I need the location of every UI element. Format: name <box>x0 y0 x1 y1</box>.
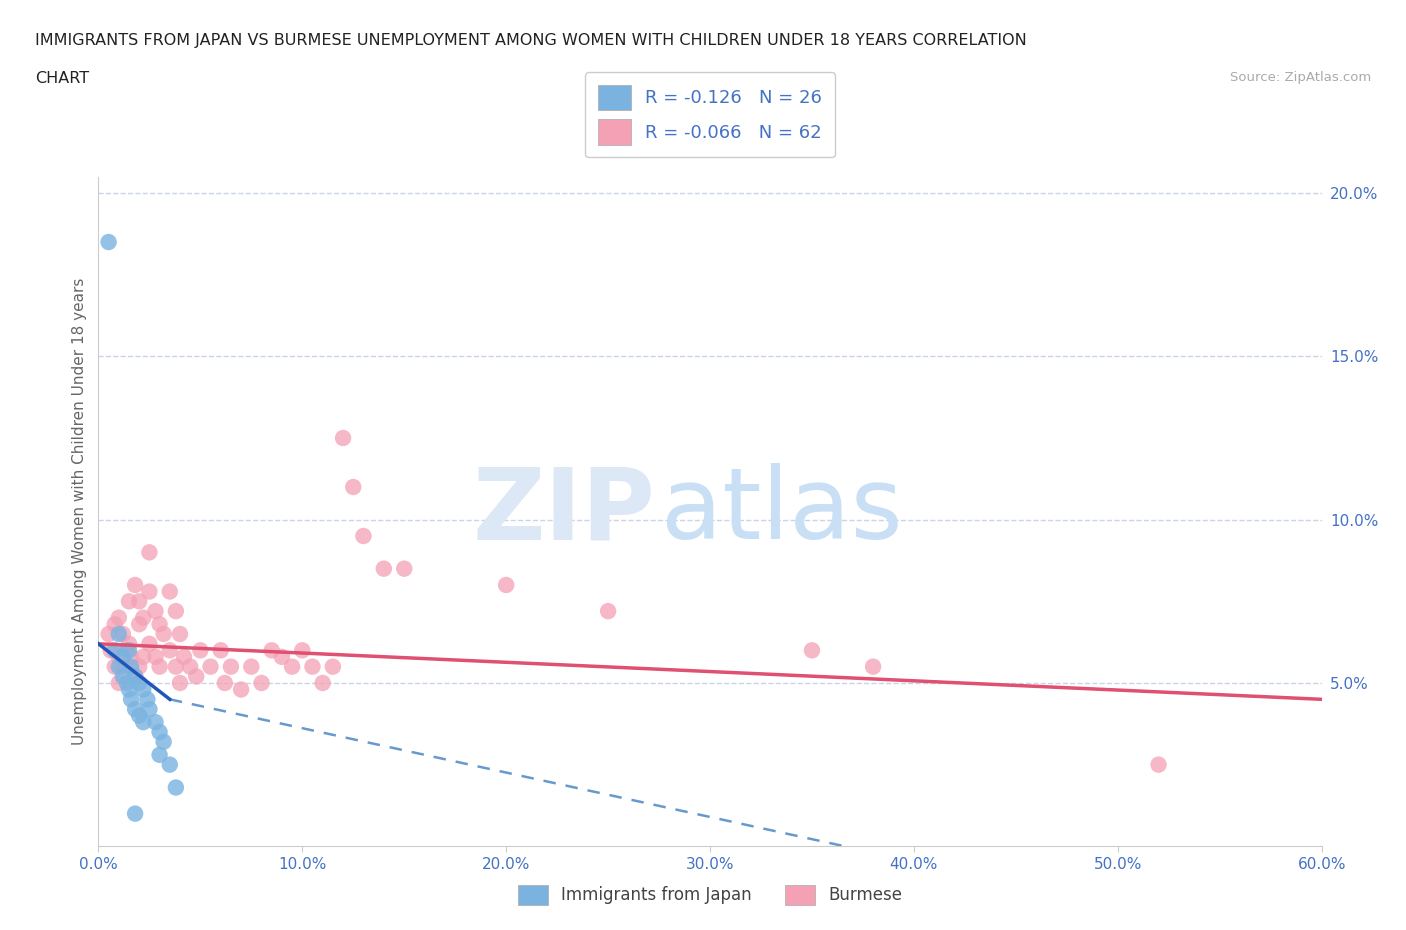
Point <box>188 643 212 658</box>
Text: Source: ZipAtlas.com: Source: ZipAtlas.com <box>1230 71 1371 84</box>
Point <box>138 636 160 651</box>
Point <box>159 643 181 658</box>
Point <box>149 617 172 631</box>
Point <box>104 617 127 631</box>
Legend: Immigrants from Japan, Burmese: Immigrants from Japan, Burmese <box>510 878 910 911</box>
Text: IMMIGRANTS FROM JAPAN VS BURMESE UNEMPLOYMENT AMONG WOMEN WITH CHILDREN UNDER 18: IMMIGRANTS FROM JAPAN VS BURMESE UNEMPLO… <box>35 33 1026 47</box>
Point <box>128 617 150 631</box>
Point <box>332 431 354 445</box>
Text: ZIP: ZIP <box>472 463 655 560</box>
Point <box>179 659 201 674</box>
Point <box>118 636 141 651</box>
Point <box>108 627 131 642</box>
Point <box>124 669 146 684</box>
Point <box>209 643 232 658</box>
Point <box>115 643 138 658</box>
Point <box>165 659 187 674</box>
Point <box>100 643 122 658</box>
Point <box>291 643 314 658</box>
Point <box>281 659 304 674</box>
Point <box>132 649 155 664</box>
Point <box>115 675 138 690</box>
Point <box>169 627 191 642</box>
Point <box>352 528 374 543</box>
Point <box>152 627 174 642</box>
Point <box>165 780 187 795</box>
Point <box>801 643 824 658</box>
Point <box>169 675 191 690</box>
Point <box>132 682 155 697</box>
Point <box>120 659 142 674</box>
Point <box>124 578 146 592</box>
Point <box>97 627 120 642</box>
Point <box>342 480 364 495</box>
Point <box>186 669 208 684</box>
Point <box>128 659 150 674</box>
Point <box>124 669 146 684</box>
Point <box>173 649 195 664</box>
Point <box>138 545 160 560</box>
Point <box>231 682 253 697</box>
Point <box>862 659 884 674</box>
Point <box>128 675 150 690</box>
Point <box>132 610 155 625</box>
Point <box>132 715 155 730</box>
Point <box>145 649 167 664</box>
Point <box>111 659 134 674</box>
Point <box>145 604 167 618</box>
Point <box>111 649 134 664</box>
Point <box>128 709 150 724</box>
Point <box>250 675 273 690</box>
Point <box>108 610 131 625</box>
Y-axis label: Unemployment Among Women with Children Under 18 years: Unemployment Among Women with Children U… <box>72 278 87 745</box>
Point <box>495 578 517 592</box>
Point <box>159 584 181 599</box>
Point <box>118 682 141 697</box>
Point <box>104 643 127 658</box>
Point <box>111 669 134 684</box>
Point <box>120 692 142 707</box>
Point <box>108 675 131 690</box>
Point <box>111 627 134 642</box>
Point <box>214 675 236 690</box>
Point <box>270 649 294 664</box>
Point <box>159 757 181 772</box>
Point <box>152 735 174 750</box>
Point <box>373 561 395 576</box>
Point <box>149 724 172 739</box>
Point <box>392 561 416 576</box>
Point <box>118 594 141 609</box>
Point <box>97 234 120 249</box>
Point <box>598 604 620 618</box>
Point <box>108 659 131 674</box>
Point <box>1147 757 1170 772</box>
Point <box>128 594 150 609</box>
Point <box>104 659 127 674</box>
Point <box>136 692 159 707</box>
Point <box>124 806 146 821</box>
Point <box>322 659 344 674</box>
Point <box>301 659 323 674</box>
Point <box>200 659 222 674</box>
Point <box>149 748 172 763</box>
Point <box>120 649 142 664</box>
Point <box>145 715 167 730</box>
Point <box>260 643 283 658</box>
Point <box>138 584 160 599</box>
Point <box>118 643 141 658</box>
Point <box>124 701 146 716</box>
Point <box>149 659 172 674</box>
Point <box>219 659 242 674</box>
Text: atlas: atlas <box>661 463 903 560</box>
Point <box>138 701 160 716</box>
Point <box>108 649 131 664</box>
Point <box>165 604 187 618</box>
Point <box>312 675 335 690</box>
Point <box>240 659 263 674</box>
Text: CHART: CHART <box>35 71 89 86</box>
